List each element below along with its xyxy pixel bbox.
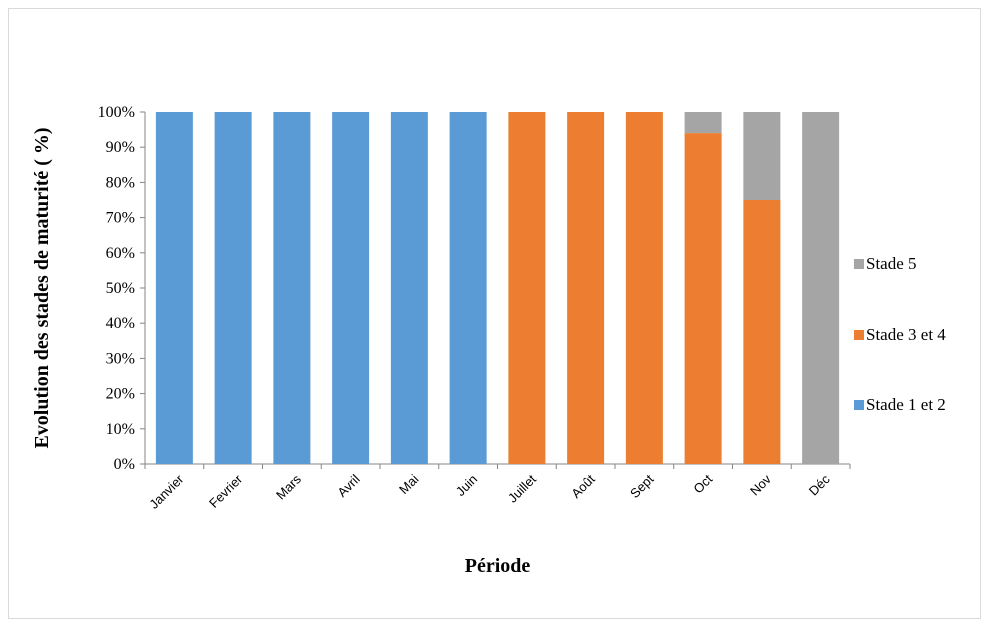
legend-label: Stade 3 et 4 <box>866 325 946 344</box>
y-tick-label: 10% <box>106 421 135 438</box>
y-tick-label: 50% <box>106 280 135 297</box>
x-tick-label: Oct <box>690 471 715 496</box>
y-tick-label: 30% <box>106 350 135 367</box>
x-axis: Janvier Fevrier Mars Avril Mai Juin Juillet Aoû… <box>144 463 851 512</box>
bar-segment <box>155 112 193 464</box>
bar-segment <box>508 112 546 464</box>
legend: Stade 5 Stade 3 et 4 Stade 1 et 2 <box>854 254 946 414</box>
y-axis-title: Evolution des stades de maturité ( %) <box>31 127 53 448</box>
x-tick-label: Mai <box>396 471 421 496</box>
x-tick-label: Juin <box>453 472 480 499</box>
y-tick-label: 80% <box>106 174 135 191</box>
x-tick-label: Sept <box>627 471 657 501</box>
legend-swatch <box>854 400 864 410</box>
bar-segment <box>273 112 311 464</box>
legend-swatch <box>854 330 864 340</box>
bar-segment <box>743 200 781 464</box>
bar-segment <box>567 112 605 464</box>
bar-segment <box>743 112 781 200</box>
legend-swatch <box>854 259 864 269</box>
y-tick-label: 40% <box>106 315 135 332</box>
legend-label: Stade 5 <box>866 254 917 273</box>
x-tick-label: Avril <box>334 471 362 499</box>
x-axis-title: Période <box>465 555 531 577</box>
bars <box>155 112 840 464</box>
bar-segment <box>449 112 487 464</box>
bar-segment <box>214 112 252 464</box>
bar-segment <box>684 133 722 464</box>
bar-segment <box>625 112 663 464</box>
bar-segment <box>684 112 722 134</box>
bar-segment <box>390 112 428 464</box>
x-tick-label: Janvier <box>146 471 187 512</box>
y-tick-label: 0% <box>114 456 135 473</box>
x-tick-label: Déc <box>806 471 833 498</box>
y-tick-label: 100% <box>98 104 135 121</box>
x-tick-label: Nov <box>747 471 774 498</box>
y-tick-label: 20% <box>106 386 135 403</box>
y-axis: 0% 10% 20% 30% 40% 50% 60% 70% 80% 90% 100% <box>98 104 146 473</box>
x-tick-label: Juillet <box>505 471 539 505</box>
x-tick-label: Août <box>568 471 598 501</box>
x-tick-label: Mars <box>273 471 304 502</box>
bar-segment <box>332 112 370 464</box>
legend-label: Stade 1 et 2 <box>866 395 946 414</box>
bar-segment <box>802 112 840 464</box>
y-tick-label: 70% <box>106 210 135 227</box>
x-tick-label: Fevrier <box>206 471 246 511</box>
y-tick-label: 90% <box>106 139 135 156</box>
y-tick-label: 60% <box>106 245 135 262</box>
